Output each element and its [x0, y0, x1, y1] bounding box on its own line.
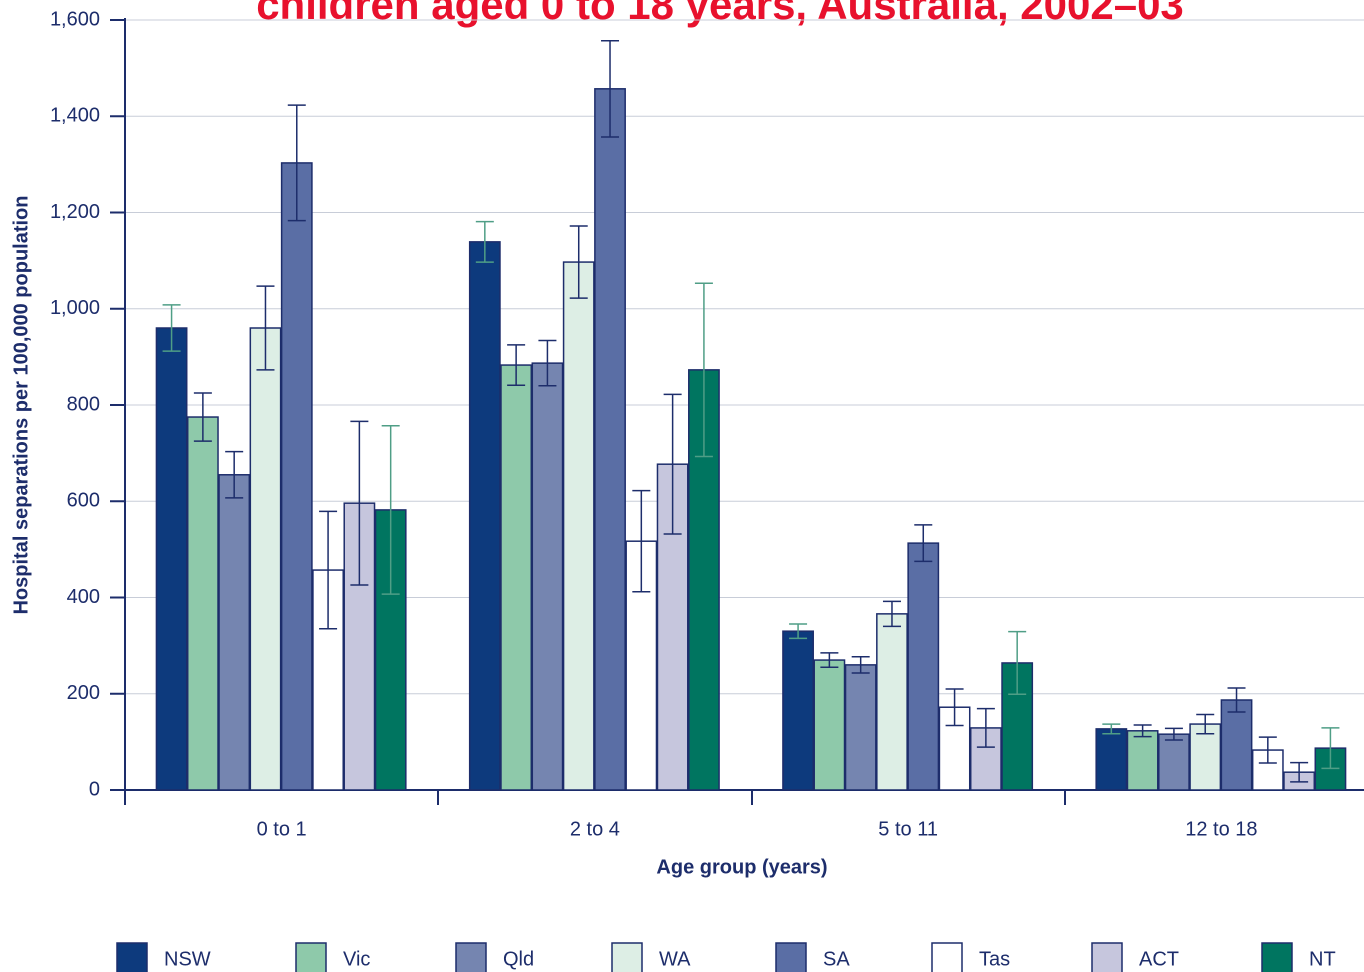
legend-swatch: [931, 942, 963, 972]
legend-swatch: [611, 942, 643, 972]
error-bar: [1290, 761, 1309, 783]
error-bar: [882, 600, 901, 628]
legend-swatch: [295, 942, 327, 972]
error-bar: [1164, 727, 1183, 741]
bar: [1126, 730, 1159, 791]
bar: [813, 659, 846, 791]
bar: [782, 630, 814, 791]
bar: [907, 542, 940, 791]
error-bar: [663, 393, 682, 535]
legend-swatch: [775, 942, 807, 972]
error-bar: [1258, 736, 1277, 764]
y-tick-label: 600: [67, 490, 100, 512]
x-axis-title: Age group (years): [656, 856, 827, 878]
legend-swatch: [1091, 942, 1123, 972]
error-bar: [569, 225, 588, 299]
error-bar: [945, 688, 964, 727]
error-bar: [256, 285, 275, 371]
error-bar: [162, 304, 181, 352]
error-bar: [287, 104, 306, 222]
error-bar: [789, 623, 808, 640]
bar: [186, 416, 219, 791]
bar: [844, 664, 877, 791]
y-tick-label: 1,600: [50, 8, 100, 30]
error-bar: [601, 39, 620, 138]
error-bar: [193, 392, 212, 442]
error-bar: [538, 339, 557, 387]
y-tick-label: 400: [67, 586, 100, 608]
bar: [218, 474, 251, 791]
error-bar: [350, 420, 369, 586]
legend-label: SA: [823, 948, 850, 970]
error-bar: [1008, 630, 1027, 695]
x-tick-label: 2 to 4: [570, 818, 620, 840]
legend-label: Tas: [979, 948, 1010, 970]
bar: [1220, 699, 1253, 791]
error-bar: [820, 652, 839, 669]
y-axis-title: Hospital separations per 100,000 populat…: [10, 195, 32, 614]
y-tick-label: 1,400: [50, 105, 100, 127]
error-bar: [319, 510, 338, 630]
error-bar: [225, 450, 244, 499]
bar: [468, 241, 501, 791]
y-tick-label: 800: [67, 393, 100, 415]
legend-label: NT: [1309, 948, 1336, 970]
bar: [562, 261, 595, 791]
legend-swatch: [455, 942, 487, 972]
x-tick-label: 12 to 18: [1185, 818, 1257, 840]
legend-swatch: [116, 942, 148, 972]
error-bar: [976, 707, 995, 748]
error-bar: [507, 344, 526, 387]
bar: [280, 162, 313, 791]
x-tick-label: 0 to 1: [257, 818, 307, 840]
bar: [155, 327, 188, 791]
error-bar: [1102, 723, 1121, 735]
error-bar: [1133, 724, 1152, 738]
bar: [876, 613, 908, 791]
bar: [531, 362, 564, 791]
legend-label: ACT: [1139, 948, 1179, 970]
y-tick-label: 200: [67, 682, 100, 704]
x-tick-label: 5 to 11: [878, 818, 938, 840]
error-bar: [851, 655, 870, 674]
bar: [1158, 733, 1190, 791]
error-bar: [694, 282, 713, 458]
bar: [249, 327, 282, 791]
legend-label: NSW: [164, 948, 211, 970]
chart-title: children aged 0 to 18 years, Australia, …: [256, 0, 1184, 28]
error-bar: [632, 489, 651, 593]
legend-label: Vic: [343, 948, 370, 970]
error-bar: [381, 424, 400, 595]
bar: [500, 364, 533, 791]
error-bar: [914, 524, 933, 563]
error-bar: [1227, 687, 1246, 713]
y-tick-label: 1,200: [50, 201, 100, 223]
bar: [1095, 728, 1128, 791]
bar: [594, 88, 626, 791]
y-tick-label: 0: [89, 778, 100, 800]
legend-label: WA: [659, 948, 691, 970]
bar: [1189, 723, 1222, 791]
error-bar: [475, 220, 494, 263]
error-bar: [1321, 727, 1340, 770]
error-bar: [1196, 713, 1215, 735]
legend-label: Qld: [503, 948, 534, 970]
legend-swatch: [1261, 942, 1293, 972]
y-tick-label: 1,000: [50, 297, 100, 319]
